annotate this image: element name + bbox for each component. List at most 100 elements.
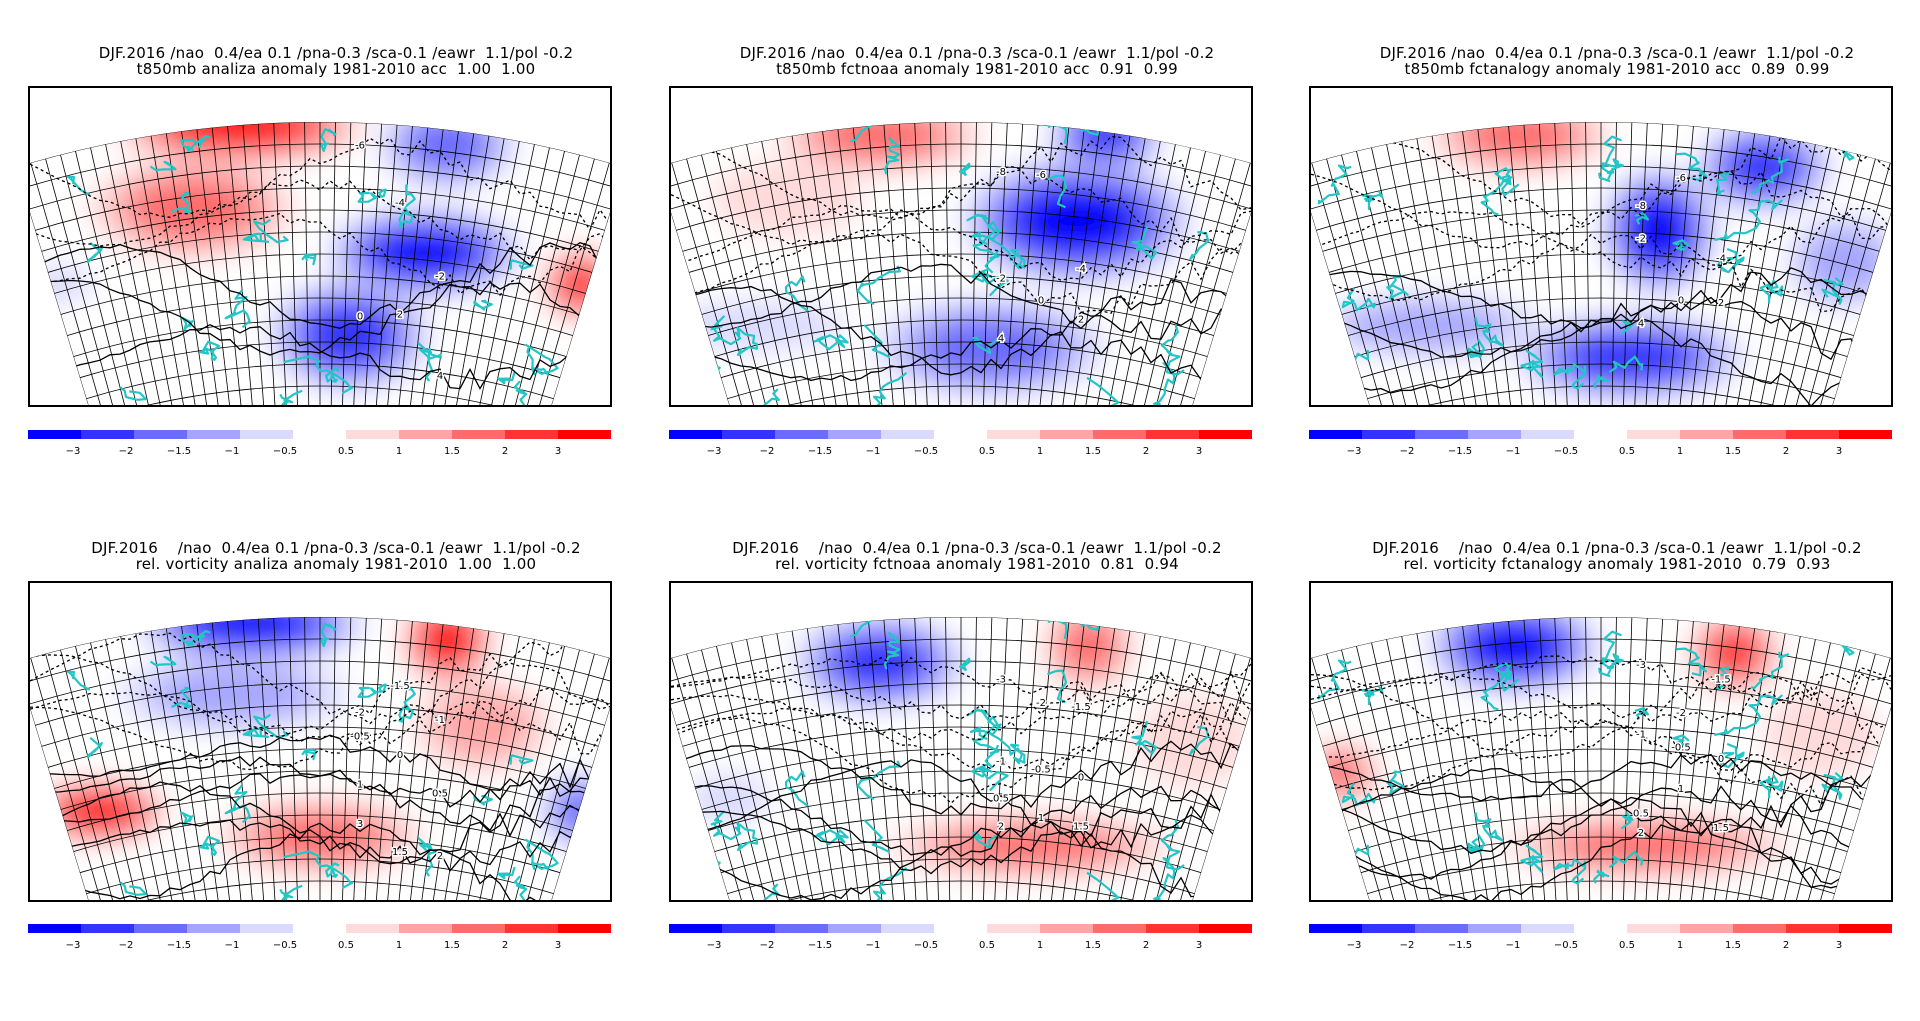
colorbar-swatch-negative (1468, 430, 1521, 439)
colorbar-label: −0.5 (273, 446, 297, 457)
anomaly-map: -6 -4 -2 0 2 4 (30, 121, 610, 405)
colorbar-label: 3 (1196, 940, 1202, 951)
contour-label: -0.5 (1671, 742, 1691, 753)
colorbar-label: 1.5 (1725, 446, 1741, 457)
contour-label: -1 (435, 715, 445, 726)
colorbar-swatch-negative (28, 924, 81, 933)
contour-line (30, 652, 610, 738)
colorbar-label: −1 (1506, 446, 1521, 457)
colorbar-swatch-negative (1415, 924, 1468, 933)
anomaly-region (180, 121, 297, 144)
contour-label: -3 (1636, 660, 1646, 671)
colorbar-swatch-negative (828, 430, 881, 439)
anomaly-region (132, 179, 253, 238)
colorbar-label: −1 (866, 446, 881, 457)
contour-line (30, 279, 610, 356)
colorbar: −3 −2 −1.5 −1 −0.5 0.5 1 1.5 2 3 (1309, 924, 1893, 954)
anomaly-region (433, 692, 532, 759)
colorbar-label: 1.5 (444, 446, 460, 457)
contour-line (671, 135, 1251, 220)
contour-label: 0 (397, 750, 403, 761)
map-frame: -8 -6 -4 -2 0 2 4 (669, 86, 1253, 407)
colorbar-swatch-negative (722, 430, 775, 439)
contour-label: 4 (1638, 318, 1644, 329)
colorbar-label: 0.5 (1619, 940, 1635, 951)
chart-title: DJF.2016 /nao 0.4/ea 0.1 /pna-0.3 /sca-0… (739, 44, 1215, 62)
contour-label: 4 (998, 333, 1004, 344)
colorbar-label: 2 (1143, 446, 1149, 457)
contour-label: -4 (1716, 253, 1726, 264)
anomaly-region (671, 300, 845, 352)
colorbar-label: −1 (225, 940, 240, 951)
contour-lines (671, 656, 1251, 900)
panel-vorticity-analiza: DJF.2016 /nao 0.4/ea 0.1 /pna-0.3 /sca-0… (16, 541, 656, 1021)
contour-label: -8 (996, 167, 1006, 178)
colorbar-label: 1.5 (1725, 940, 1741, 951)
contour-lines (30, 137, 610, 390)
contour-label: 1 (357, 780, 363, 791)
colorbar-swatch-negative (669, 924, 722, 933)
contour-label: 0 (1678, 295, 1684, 306)
chart-title: DJF.2016 /nao 0.4/ea 0.1 /pna-0.3 /sca-0… (1372, 539, 1862, 557)
contour-line (671, 712, 1251, 805)
colorbar-label: 0.5 (1619, 446, 1635, 457)
contour-line (1311, 233, 1891, 313)
colorbar-label: 1 (1677, 446, 1683, 457)
contour-line (1311, 208, 1891, 277)
contour-line (1311, 753, 1891, 811)
contour-line (671, 279, 1251, 376)
colorbar-swatch-positive (1680, 430, 1733, 439)
colorbar-label: 2 (1143, 940, 1149, 951)
colorbar-label: 3 (555, 446, 561, 457)
colorbar: −3 −2 −1.5 −1 −0.5 0.5 1 1.5 2 3 (669, 430, 1253, 460)
colorbar-label: 1 (396, 940, 402, 951)
colorbar-swatch-negative (881, 924, 934, 933)
contour-line (1311, 768, 1891, 837)
contour-line (1311, 672, 1891, 760)
anomaly-region (1345, 303, 1509, 348)
colorbar-label: 3 (1836, 940, 1842, 951)
colorbar-label: 3 (555, 940, 561, 951)
colorbar-swatch-positive (346, 430, 399, 439)
contour-label: 1.5 (1713, 823, 1729, 834)
contour-label: -2 (1636, 233, 1646, 244)
colorbar-label: −2 (1400, 940, 1415, 951)
colorbar-label: −1 (225, 446, 240, 457)
contour-label: -1 (996, 756, 1006, 767)
contour-label: -1 (1636, 730, 1646, 741)
contour-label: 1 (1678, 784, 1684, 795)
contour-line (30, 781, 610, 864)
colorbar-swatch-positive (1146, 924, 1199, 933)
colorbar-swatch-negative (1415, 430, 1468, 439)
contour-label: 2 (397, 309, 403, 320)
colorbar-swatch-positive (1839, 430, 1892, 439)
contour-line (671, 688, 1251, 741)
graticule (671, 616, 1251, 900)
contour-label: -6 (1676, 173, 1686, 184)
graticule (671, 121, 1251, 405)
colorbar-swatch-positive (1040, 924, 1093, 933)
colorbar-label: −1 (866, 940, 881, 951)
contour-line (671, 700, 1251, 770)
colorbar-label: −3 (1347, 446, 1362, 457)
contour-label: -2 (355, 707, 365, 718)
colorbar-swatch-positive (399, 924, 452, 933)
anomaly-region (1804, 229, 1886, 296)
contour-line (671, 819, 1251, 900)
colorbar-swatch-negative (1521, 430, 1574, 439)
contour-label: -4 (395, 198, 405, 209)
contour-label: -1.5 (1711, 675, 1731, 686)
colorbar-swatch-negative (187, 924, 240, 933)
contour-label: -2 (435, 272, 445, 283)
map-frame: -3 -2 -1.5 -1 -0.5 0 0.5 1 1.5 2 (1309, 581, 1893, 902)
colorbar-label: 0.5 (338, 446, 354, 457)
anomaly-map: -3 -2 -1.5 -1 -0.5 0 0.5 1 1.5 2 (1311, 616, 1891, 900)
anomaly-region (820, 121, 940, 158)
panel-vorticity-fctanalogy: DJF.2016 /nao 0.4/ea 0.1 /pna-0.3 /sca-0… (1297, 541, 1920, 1021)
chart-subtitle: t850mb analiza anomaly 1981-2010 acc 1.0… (136, 60, 536, 78)
graticule (30, 121, 610, 405)
contour-label: 0.5 (993, 793, 1009, 804)
colorbar-label: −1.5 (808, 446, 832, 457)
contour-label: 0 (357, 311, 363, 322)
anomaly-region (426, 619, 469, 661)
